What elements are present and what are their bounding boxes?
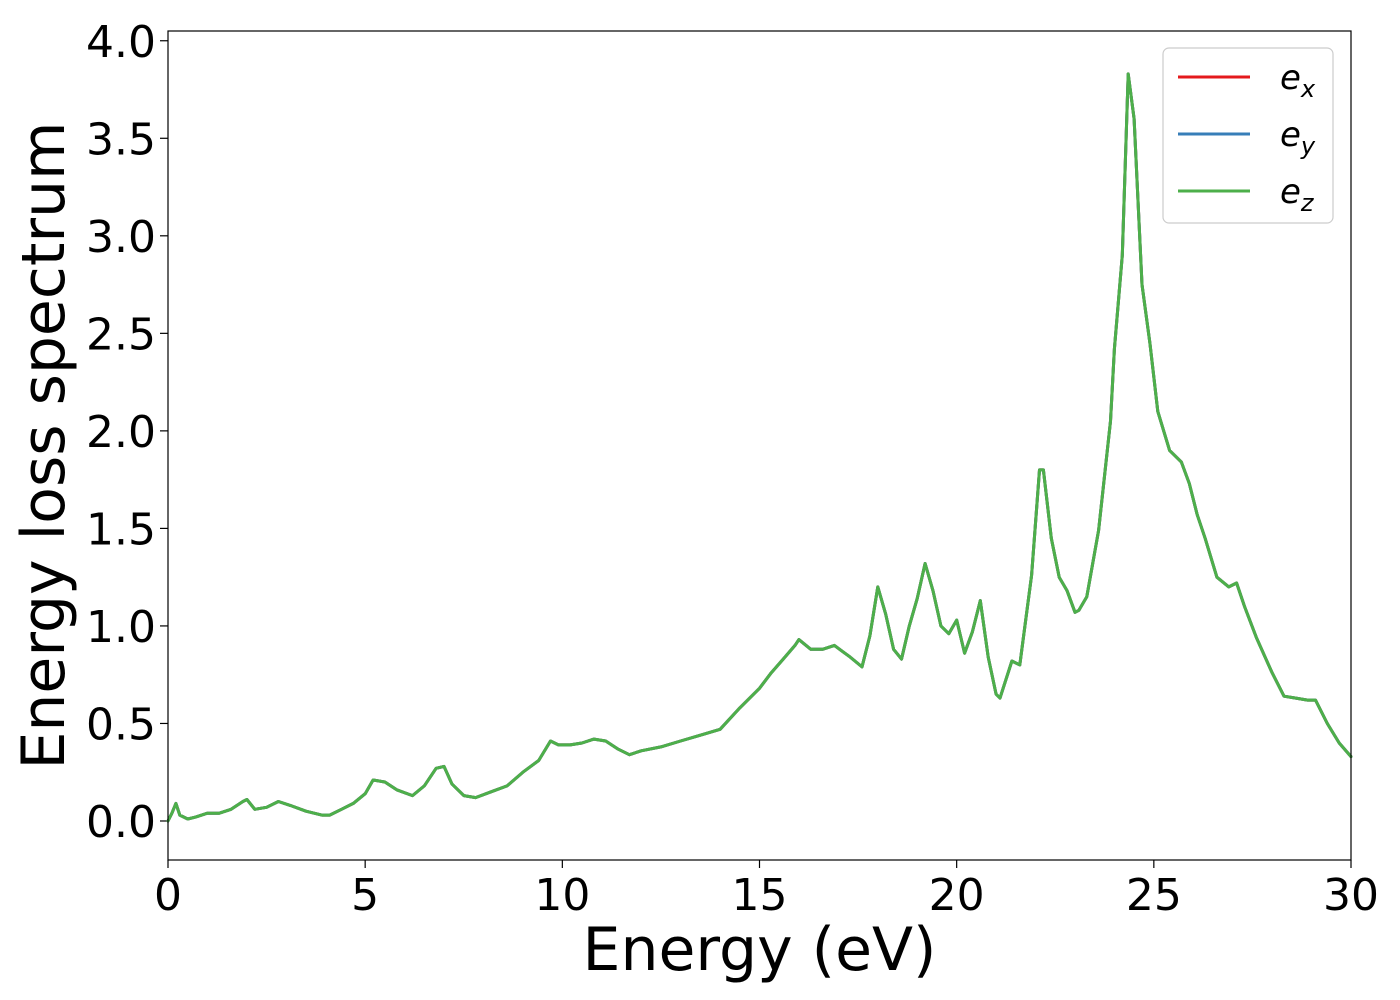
x-tick-label: 15 [732, 870, 788, 921]
legend-label-y: ey [1280, 115, 1316, 160]
plot-frame [167, 30, 1352, 861]
x-tick-label: 25 [1126, 870, 1182, 921]
y-tick-label: 0.5 [86, 699, 156, 750]
y-axis-label: Energy loss spectrum [9, 121, 79, 769]
y-axis-ticks: 0.0 0.5 1.0 1.5 2.0 2.5 3.0 3.5 4.0 [86, 17, 168, 848]
y-tick-label: 2.5 [86, 309, 156, 360]
y-tick-label: 3.0 [86, 212, 156, 263]
x-tick-label: 20 [929, 870, 985, 921]
x-axis-label: Energy (eV) [583, 915, 937, 985]
legend: ex ey ez [1162, 47, 1334, 224]
y-tick-label: 4.0 [86, 17, 156, 68]
y-tick-label: 1.5 [86, 504, 156, 555]
x-tick-label: 30 [1323, 870, 1379, 921]
x-tick-label: 0 [154, 870, 182, 921]
y-tick-label: 3.5 [86, 114, 156, 165]
series-line-z [166, 72, 1353, 823]
legend-label-x: ex [1280, 58, 1316, 103]
y-tick-label: 2.0 [86, 407, 156, 458]
x-axis-ticks: 0 5 10 15 20 25 30 [154, 860, 1379, 921]
x-tick-label: 10 [534, 870, 590, 921]
x-tick-label: 5 [351, 870, 379, 921]
y-tick-label: 0.0 [86, 797, 156, 848]
legend-label-z: ez [1280, 172, 1315, 217]
plot-lines [166, 72, 1353, 823]
y-tick-label: 1.0 [86, 602, 156, 653]
